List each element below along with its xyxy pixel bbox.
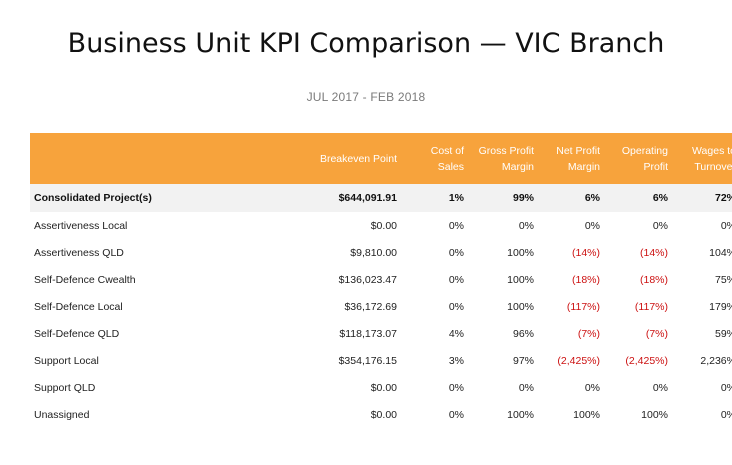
cell-net-profit-margin: 0% — [584, 219, 600, 232]
cell-net-profit-margin: (117%) — [566, 300, 600, 313]
cell-wages-to-turnover: 2,236% — [700, 354, 732, 367]
cell-operating-profit: (14%) — [639, 246, 668, 259]
cell-breakeven-point: $136,023.47 — [338, 273, 397, 286]
row-name: Unassigned — [34, 408, 90, 421]
table-row: Assertiveness QLD $9,810.00 0% 100% (14%) (14… — [30, 239, 732, 266]
cell-wages-to-turnover: 104% — [709, 246, 732, 259]
cell-net-profit-margin: 0% — [584, 381, 600, 394]
cell-cost-of-sales: 0% — [448, 219, 464, 232]
table-row: Self-Defence QLD $118,173.07 4% 96% (7%) (7%)… — [30, 320, 732, 347]
cell-net-profit-margin: (2,425%) — [557, 354, 600, 367]
cell-net-profit-margin: (18%) — [571, 273, 600, 286]
cell-cost-of-sales: 0% — [448, 246, 464, 259]
kpi-table: Breakeven Point Cost of Sales Gross Prof… — [30, 133, 732, 428]
consolidated-row: Consolidated Project(s) $644,091.91 1% 99% 6… — [30, 184, 732, 212]
cell-breakeven-point: $0.00 — [370, 408, 397, 421]
row-name: Consolidated Project(s) — [30, 184, 305, 212]
cell-breakeven-point: $118,173.07 — [339, 327, 397, 340]
cell-operating-profit: (18%) — [639, 273, 668, 286]
header-operating-profit: Operating Profit — [604, 133, 672, 184]
cell-breakeven-point: $354,176.15 — [338, 354, 397, 367]
row-name: Support Local — [34, 354, 99, 367]
cell-gross-profit-margin: 100% — [507, 273, 534, 286]
cell-wages-to-turnover: 0% — [720, 381, 732, 394]
cell-cost-of-sales: 0% — [448, 273, 464, 286]
header-breakeven-point: Breakeven Point — [305, 133, 401, 184]
cell-gross-profit-margin: 100% — [507, 408, 534, 421]
cell-wages-to-turnover: 0% — [720, 408, 732, 421]
cell-operating-profit: (7%) — [645, 327, 668, 340]
cell-gross-profit-margin: 100% — [507, 300, 534, 313]
header-cost-of-sales: Cost of Sales — [401, 133, 468, 184]
header-wages-to-turnover: Wages to Turnover — [672, 133, 732, 184]
cell-breakeven-point: $36,172.69 — [344, 300, 397, 313]
cell-wages-to-turnover: 75% — [714, 273, 732, 286]
row-name: Self-Defence Local — [34, 300, 123, 313]
cell-gross-profit-margin: 99% — [468, 184, 538, 212]
cell-operating-profit: (2,425%) — [625, 354, 668, 367]
row-name: Self-Defence Cwealth — [34, 273, 136, 286]
cell-wages-to-turnover: 72% — [672, 184, 732, 212]
table-row: Unassigned $0.00 0% 100% 100% 100% 0% — [30, 401, 732, 428]
cell-cost-of-sales: 0% — [448, 408, 464, 421]
header-net-profit-margin: Net Profit Margin — [538, 133, 604, 184]
cell-operating-profit: 0% — [652, 219, 668, 232]
cell-cost-of-sales: 4% — [448, 327, 464, 340]
table-row: Support Local $354,176.15 3% 97% (2,425%) (2,… — [30, 347, 732, 374]
table-body: Consolidated Project(s) $644,091.91 1% 99% 6… — [30, 184, 732, 428]
cell-operating-profit: 6% — [604, 184, 672, 212]
cell-net-profit-margin: (14%) — [571, 246, 600, 259]
row-name: Self-Defence QLD — [34, 327, 120, 340]
cell-net-profit-margin: 100% — [573, 408, 600, 421]
cell-breakeven-point: $9,810.00 — [350, 246, 397, 259]
report-period: JUL 2017 - FEB 2018 — [306, 90, 426, 104]
header-gross-profit-margin: Gross Profit Margin — [468, 133, 538, 184]
row-name: Assertiveness QLD — [34, 246, 124, 259]
table-header: Breakeven Point Cost of Sales Gross Prof… — [30, 133, 732, 184]
cell-net-profit-margin: (7%) — [577, 327, 600, 340]
cell-breakeven-point: $0.00 — [370, 381, 397, 394]
table-row: Assertiveness Local $0.00 0% 0% 0% 0% 0% — [30, 212, 732, 239]
cell-operating-profit: (117%) — [634, 300, 668, 313]
cell-wages-to-turnover: 59% — [714, 327, 732, 340]
cell-net-profit-margin: 6% — [538, 184, 604, 212]
cell-wages-to-turnover: 0% — [720, 219, 732, 232]
table-row: Support QLD $0.00 0% 0% 0% 0% 0% — [30, 374, 732, 401]
cell-gross-profit-margin: 97% — [512, 354, 534, 367]
cell-cost-of-sales: 0% — [448, 381, 464, 394]
cell-wages-to-turnover: 179% — [709, 300, 732, 313]
cell-cost-of-sales: 0% — [448, 300, 464, 313]
cell-operating-profit: 100% — [641, 408, 668, 421]
report-title: Business Unit KPI Comparison — VIC Branc… — [67, 28, 665, 59]
table-row: Self-Defence Local $36,172.69 0% 100% (117%)… — [30, 293, 732, 320]
cell-breakeven-point: $644,091.91 — [305, 184, 401, 212]
table-row: Self-Defence Cwealth $136,023.47 0% 100% (18… — [30, 266, 732, 293]
header-row: Breakeven Point Cost of Sales Gross Prof… — [30, 133, 732, 184]
cell-gross-profit-margin: 100% — [507, 246, 534, 259]
row-name: Support QLD — [34, 381, 96, 394]
cell-operating-profit: 0% — [652, 381, 668, 394]
header-business-unit — [30, 133, 305, 184]
cell-cost-of-sales: 1% — [401, 184, 468, 212]
cell-gross-profit-margin: 96% — [512, 327, 534, 340]
row-name: Assertiveness Local — [34, 219, 128, 232]
cell-cost-of-sales: 3% — [448, 354, 464, 367]
cell-gross-profit-margin: 0% — [518, 219, 534, 232]
cell-breakeven-point: $0.00 — [370, 219, 397, 232]
cell-gross-profit-margin: 0% — [518, 381, 534, 394]
